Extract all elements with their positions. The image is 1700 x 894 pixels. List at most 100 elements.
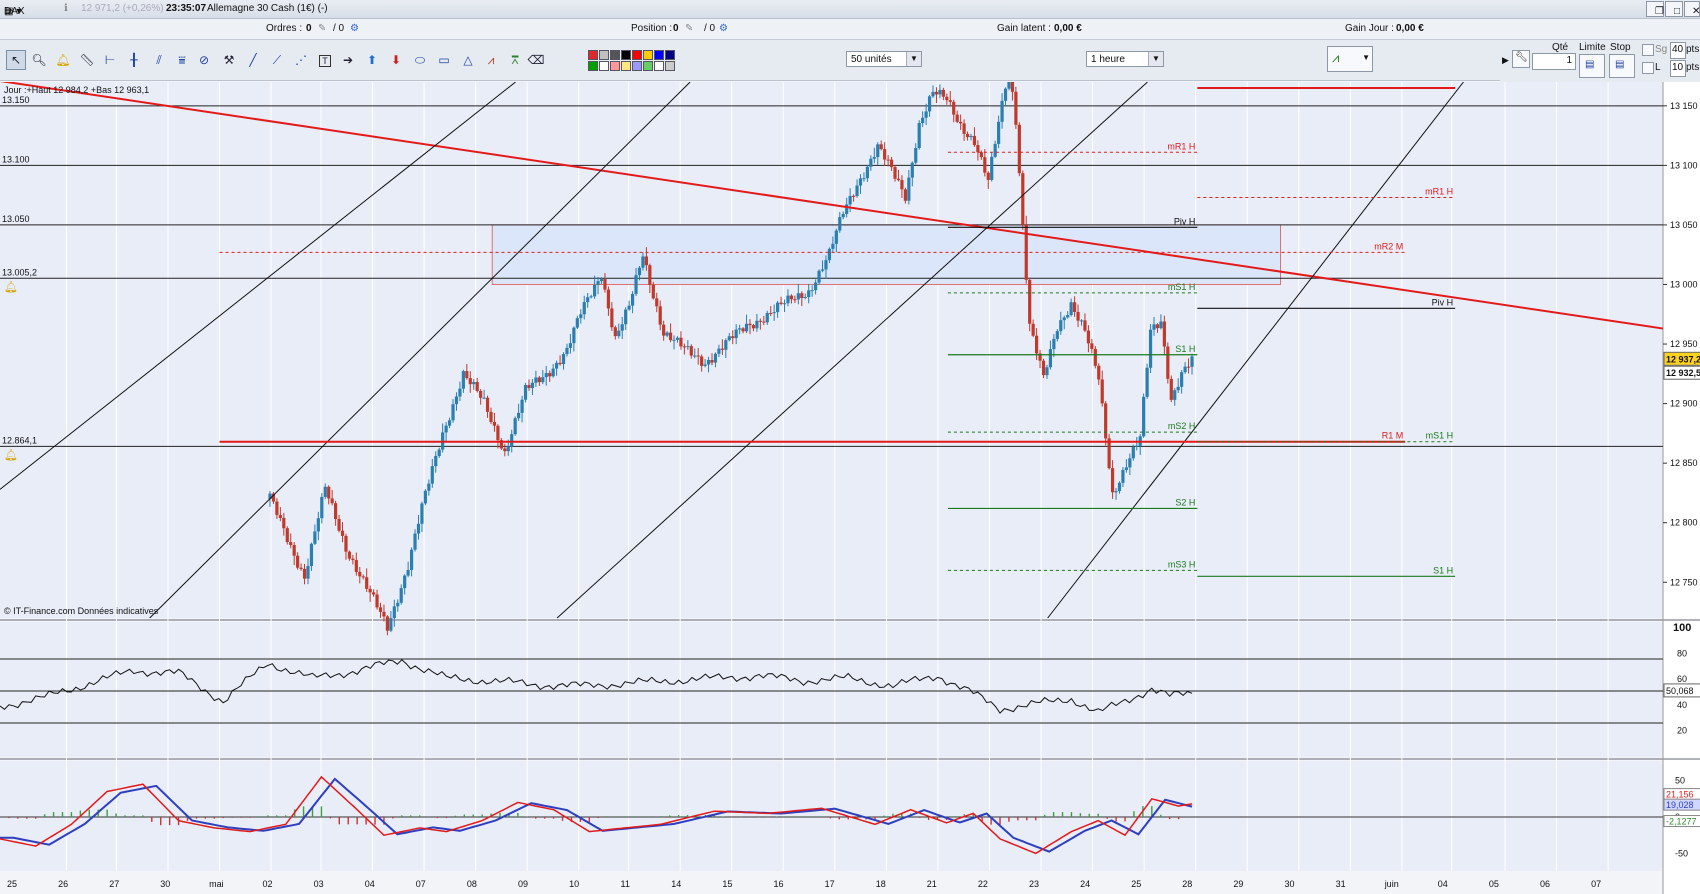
clock: 23:35:07 [166,3,207,14]
hammer-tool[interactable]: ⚒ [219,50,239,70]
color-swatch[interactable] [621,61,631,71]
fan-tool[interactable]: ⋰ [291,50,311,70]
candle-body [544,373,548,378]
qty-input[interactable]: 1 [1532,53,1576,70]
cursor-icon: ↖ [10,53,22,67]
color-swatch[interactable] [632,50,642,60]
color-swatch[interactable] [654,61,664,71]
color-swatch[interactable] [599,61,609,71]
alert-tool[interactable]: 🔔︎ [53,50,73,70]
restore-button[interactable]: ❐ [1646,1,1664,17]
color-swatch[interactable] [665,50,675,60]
arrow-up-tool[interactable]: ⬆ [362,50,382,70]
channel-tool[interactable]: ⫽ [149,50,169,70]
limit-button[interactable]: ▤ [1579,54,1605,78]
x-axis-label: 23 [1029,879,1039,889]
period-select[interactable]: 1 heure ▼ [1086,51,1164,67]
candle-body [430,466,434,484]
triangle-tool[interactable]: △ [458,50,478,70]
orders-edit-icon[interactable]: ✎ [318,23,327,34]
wrench-button[interactable]: 🔧︎ [1512,50,1530,68]
ellipse-tool[interactable]: ⬭ [410,50,430,70]
candle-body [413,533,417,550]
units-select[interactable]: 50 unités ▼ [846,51,922,67]
candle-body [517,412,521,419]
source-note: © IT-Finance.com Données indicatives [4,606,159,616]
l-input[interactable]: 10 [1670,60,1686,77]
color-swatch[interactable] [643,50,653,60]
color-swatch[interactable] [588,61,598,71]
ruler-tool[interactable]: 📏︎ [77,50,97,70]
chevron-down-icon: ▼ [1148,52,1163,66]
candle-body [948,100,952,102]
arrow-down-icon: ⬇ [390,53,402,67]
position-settings-icon[interactable]: ⚙ [719,23,728,34]
hline-tool[interactable]: ⊢ [100,50,120,70]
candle-body [810,290,814,292]
candle-body [1142,396,1146,437]
pattern-tool[interactable]: ⩞ [505,50,525,70]
color-swatch[interactable] [610,61,620,71]
arrow-down-tool[interactable]: ⬇ [386,50,406,70]
fib-tool[interactable]: ⩸ [172,50,192,70]
color-swatch[interactable] [621,50,631,60]
zoom-tool[interactable]: 🔍︎ [29,50,49,70]
candle-body [589,296,593,298]
candle-body [506,446,510,452]
regression-tool[interactable]: ⊘ [194,50,214,70]
account-bar: Ordres : 0 ✎ / 0 ⚙ Position : 0 ✎ / 0 ⚙ … [0,19,1700,40]
candle-body [865,166,870,179]
candle-body [979,152,983,158]
pivot-level-label: mR1 H [1167,141,1195,151]
l-checkbox[interactable] [1642,62,1654,74]
orders-settings-icon[interactable]: ⚙ [350,23,359,34]
price-chart[interactable]: mR1 H mR1 H Piv H mR2 M mS1 H Piv H S1 H mS2 H R… [0,82,1700,894]
info-icon[interactable]: ℹ [64,3,68,14]
chart-type-button[interactable]: ⩘ ▼ [1327,46,1373,72]
candle-body [630,293,635,306]
cursor-tool[interactable]: ↖ [6,50,26,70]
line-tool[interactable]: ╱ [243,50,263,70]
position-edit-icon[interactable]: ✎ [685,23,694,34]
candle-body [1166,346,1170,379]
play-icon[interactable]: ▶ [1502,55,1509,65]
close-button[interactable]: ✕ [1684,1,1700,17]
candle-body [309,543,314,567]
candle-body [972,135,977,146]
maximize-button[interactable]: □ [1665,1,1683,17]
candle-body [717,348,721,354]
candle-body [330,498,334,504]
rect-tool[interactable]: ▭ [434,50,454,70]
color-swatch[interactable] [654,50,664,60]
color-swatch[interactable] [632,61,642,71]
color-swatch[interactable] [643,61,653,71]
candle-body [845,204,849,214]
candle-body [1097,365,1101,380]
arrow-right-tool[interactable]: ➔ [338,50,358,70]
sg-checkbox[interactable] [1642,44,1654,56]
color-swatch[interactable] [599,50,609,60]
zigzag-tool[interactable]: ⩘ [481,50,501,70]
candle-body [472,382,476,385]
vline-icon: ╂ [130,53,138,67]
color-swatch[interactable] [665,61,675,71]
line2-tool[interactable]: ⟋ [267,50,287,70]
ruler-icon: 📏︎ [79,53,95,67]
sg-input[interactable]: 40 [1670,42,1686,59]
candle-body [993,143,997,157]
candle-body [872,157,876,159]
erase-tool[interactable]: ⌫ [526,50,546,70]
position-value: 0 [673,23,679,34]
candle-body [592,284,597,297]
stop-button[interactable]: ▤ [1609,54,1635,78]
color-swatch[interactable] [588,50,598,60]
candle-body [1162,321,1166,347]
color-swatch[interactable] [610,50,620,60]
candle-body [503,448,507,452]
candle-body [558,362,562,365]
candle-body [575,318,579,328]
candle-body [731,336,735,339]
vline-tool[interactable]: ╂ [124,50,144,70]
text-tool[interactable]: T [315,50,335,70]
text-icon: T [319,55,331,67]
